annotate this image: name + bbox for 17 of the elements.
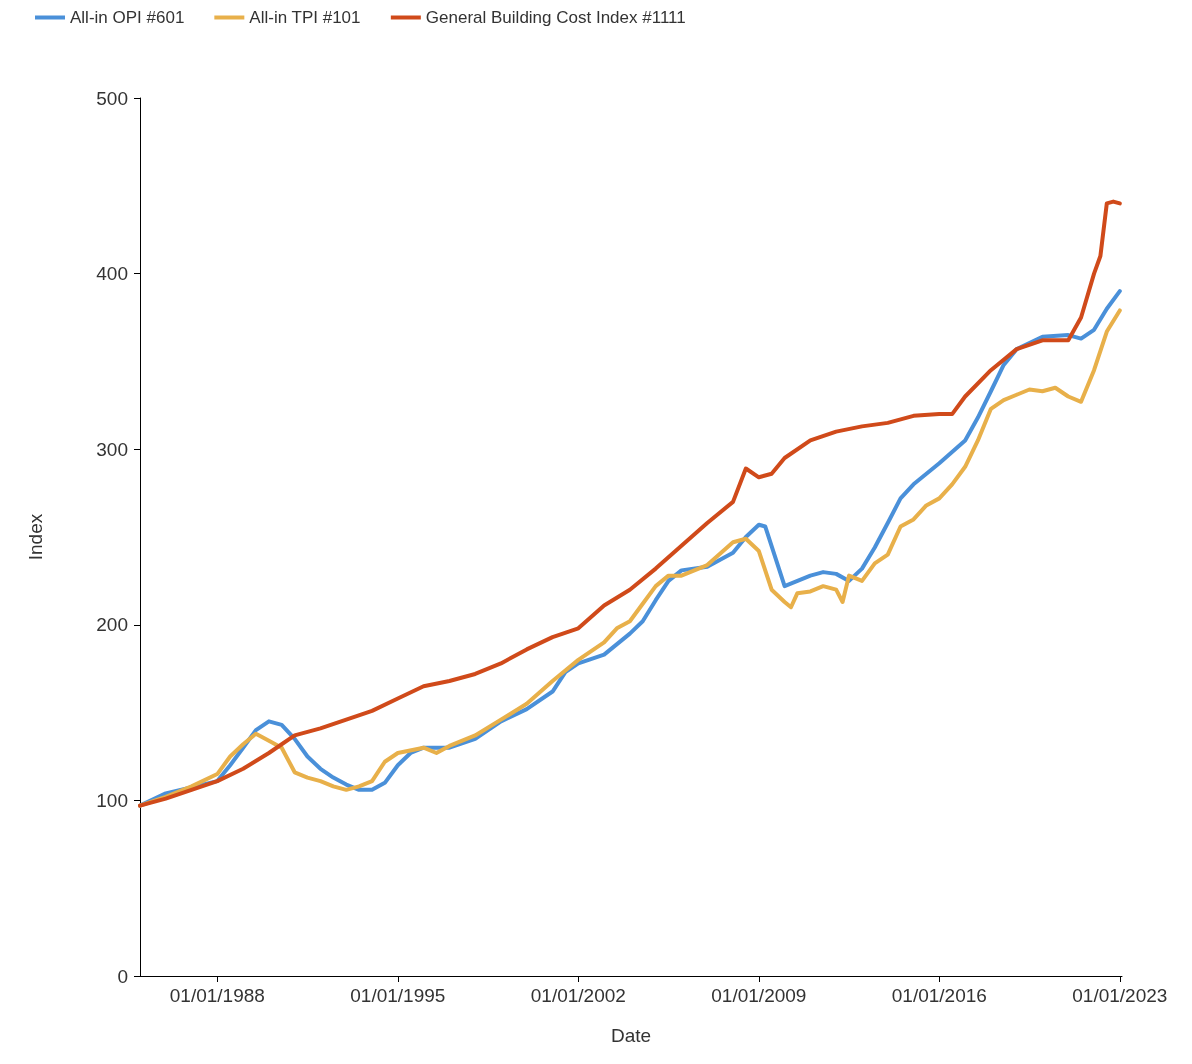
y-tick-label: 500 [96,87,128,109]
y-tick-label: 100 [96,789,128,811]
legend-label: All-in TPI #101 [249,8,361,27]
x-tick-label: 01/01/1995 [350,985,446,1006]
y-tick-label: 200 [96,614,128,636]
x-tick-label: 01/01/2002 [530,985,626,1006]
x-tick-label: 01/01/1988 [169,985,265,1006]
y-tick-label: 300 [96,438,128,460]
x-tick-label: 01/01/2023 [1072,985,1168,1006]
y-axis-title: Index [25,513,46,561]
x-axis-title: Date [610,1025,652,1046]
y-tick-label: 400 [96,263,128,285]
x-tick-label: 01/01/2009 [711,985,807,1006]
y-tick-label: 0 [117,965,128,987]
x-tick-label: 01/01/2016 [891,985,987,1006]
legend-label: General Building Cost Index #1111 [425,8,686,27]
legend-label: All-in OPI #601 [70,8,185,27]
